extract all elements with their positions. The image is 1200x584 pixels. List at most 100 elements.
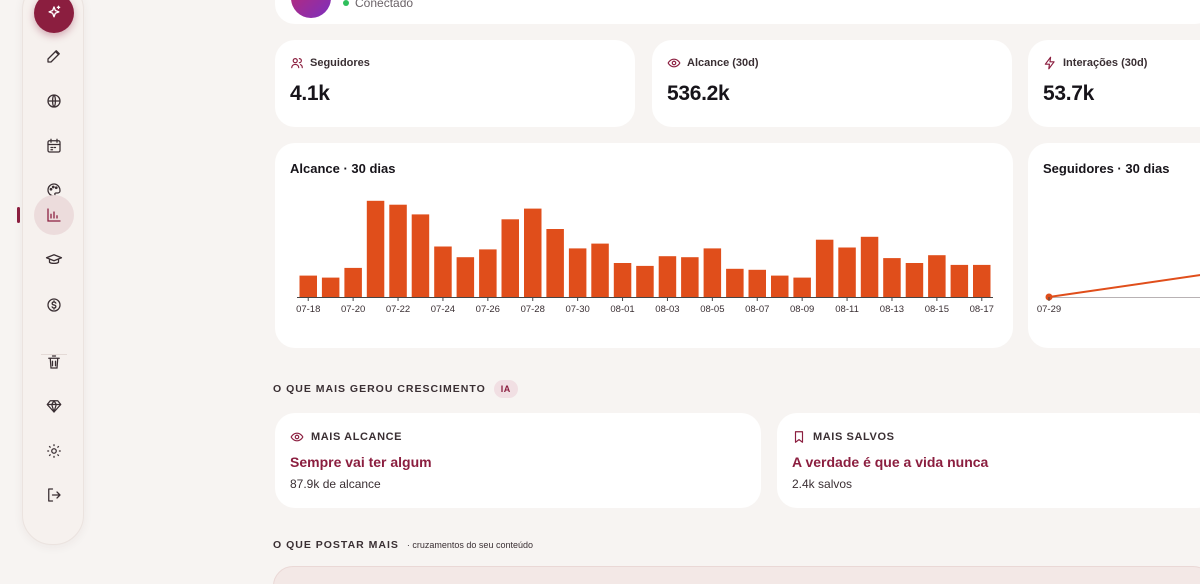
post-more-card (273, 566, 1200, 584)
bar (815, 239, 834, 297)
followers-line-chart: 07-29 (1037, 274, 1200, 315)
chart-title: Alcance · 30 dias (290, 161, 396, 176)
stat-value: 4.1k (290, 82, 330, 105)
bar (636, 265, 654, 297)
bar (591, 243, 609, 297)
bar (905, 263, 924, 297)
stat-value: 536.2k (667, 82, 730, 105)
bar (838, 247, 856, 297)
x-tick-label: 07-29 (1037, 304, 1061, 315)
bar (299, 275, 317, 297)
x-tick-label: 07-26 (476, 304, 500, 315)
bar (950, 264, 969, 297)
connection-status: Conectado (343, 0, 413, 10)
graduation-cap-icon[interactable] (34, 240, 74, 280)
bar (568, 248, 587, 297)
stat-value: 53.7k (1043, 82, 1095, 105)
bar (613, 263, 632, 297)
bar (546, 229, 564, 297)
eye-icon (667, 58, 681, 68)
bar (434, 246, 452, 297)
insight-meta: 2.4k salvos (792, 477, 853, 491)
stat-label: Alcance (30d) (687, 57, 759, 69)
insight-title[interactable]: Sempre vai ter algum (290, 454, 432, 470)
ia-badge: IA (493, 380, 518, 398)
bar (726, 268, 744, 297)
stat-label: Seguidores (310, 57, 370, 69)
calendar-icon[interactable] (34, 126, 74, 166)
bar (973, 264, 991, 297)
bar (703, 248, 722, 297)
chart-title: Seguidores · 30 dias (1043, 161, 1170, 176)
x-tick-label: 08-15 (925, 304, 949, 315)
pencil-icon[interactable] (34, 36, 74, 76)
insight-tag: MAIS SALVOS (813, 431, 895, 443)
post-more-section-title: O QUE POSTAR MAIS · cruzamentos do seu c… (273, 539, 533, 551)
x-tick-label: 08-09 (790, 304, 814, 315)
x-tick-label: 07-24 (431, 304, 455, 315)
x-tick-label: 07-18 (296, 304, 320, 315)
followers-chart-card: Seguidores · 30 dias 07-29 (1028, 143, 1200, 348)
eye-icon (290, 432, 304, 442)
bar (883, 258, 901, 297)
section-heading: O QUE MAIS GEROU CRESCIMENTO (273, 383, 486, 395)
x-tick-label: 08-11 (835, 304, 859, 315)
active-indicator (17, 207, 20, 223)
status-label: Conectado (355, 0, 414, 10)
reach-chart-card: Alcance · 30 dias 07-18 07-20 07-22 07-24 07… (275, 143, 1013, 348)
chart-icon[interactable] (34, 195, 74, 235)
x-tick-label: 07-30 (565, 304, 589, 315)
bar (411, 214, 430, 297)
bar (366, 200, 385, 297)
trash-icon[interactable] (34, 342, 74, 382)
users-icon (291, 58, 303, 69)
x-tick-label: 08-07 (745, 304, 769, 315)
growth-section-title: O QUE MAIS GEROU CRESCIMENTO IA (273, 380, 518, 398)
bar (771, 275, 789, 297)
status-dot (343, 0, 349, 6)
stat-card-reach: Alcance (30d) 536.2k (652, 40, 1012, 127)
sidebar (17, 0, 84, 545)
bar (501, 219, 519, 297)
palette-icon[interactable] (34, 170, 74, 210)
insight-tag: MAIS ALCANCE (311, 431, 403, 443)
insight-title[interactable]: A verdade é que a vida nunca (792, 454, 989, 470)
x-tick-label: 07-20 (341, 304, 365, 315)
dollar-icon[interactable] (34, 285, 74, 325)
stat-card-interactions: Interações (30d) 53.7k (1028, 40, 1200, 127)
stat-label: Interações (30d) (1063, 57, 1148, 69)
divider (41, 354, 67, 355)
section-heading: O QUE POSTAR MAIS (273, 539, 399, 551)
profile-header: Conectado (275, 0, 1200, 24)
gem-icon[interactable] (34, 386, 74, 426)
bar (860, 236, 879, 297)
bookmark-icon (794, 431, 804, 443)
globe-icon[interactable] (34, 81, 74, 121)
bar (681, 257, 699, 297)
section-subtitle: · cruzamentos do seu conteúdo (406, 540, 533, 550)
logout-icon[interactable] (34, 475, 74, 515)
bar (344, 267, 362, 297)
bar (793, 277, 811, 297)
bar (456, 257, 475, 297)
x-tick-label: 07-28 (521, 304, 545, 315)
bar (524, 208, 542, 297)
x-tick-label: 08-01 (610, 304, 634, 315)
gear-icon[interactable] (34, 431, 74, 471)
bar (321, 277, 340, 297)
lightning-icon (1044, 56, 1055, 70)
sparkles-icon[interactable] (34, 0, 74, 33)
x-tick-label: 08-05 (700, 304, 724, 315)
avatar[interactable] (291, 0, 331, 18)
insight-card-saves[interactable]: MAIS SALVOS A verdade é que a vida nunca… (777, 413, 1200, 508)
x-tick-label: 08-13 (880, 304, 904, 315)
x-tick-label: 08-17 (970, 304, 994, 315)
insight-meta: 87.9k de alcance (290, 477, 381, 491)
insight-card-reach[interactable]: MAIS ALCANCE Sempre vai ter algum 87.9k … (275, 413, 761, 508)
bar (928, 255, 946, 297)
series-line (1048, 274, 1200, 298)
bar (658, 256, 677, 297)
reach-bar-chart: 07-18 07-20 07-22 07-24 07-26 07-28 07-30 08-01… (296, 200, 994, 315)
stat-card-followers: Seguidores 4.1k (275, 40, 635, 127)
x-tick-label: 08-03 (655, 304, 679, 315)
